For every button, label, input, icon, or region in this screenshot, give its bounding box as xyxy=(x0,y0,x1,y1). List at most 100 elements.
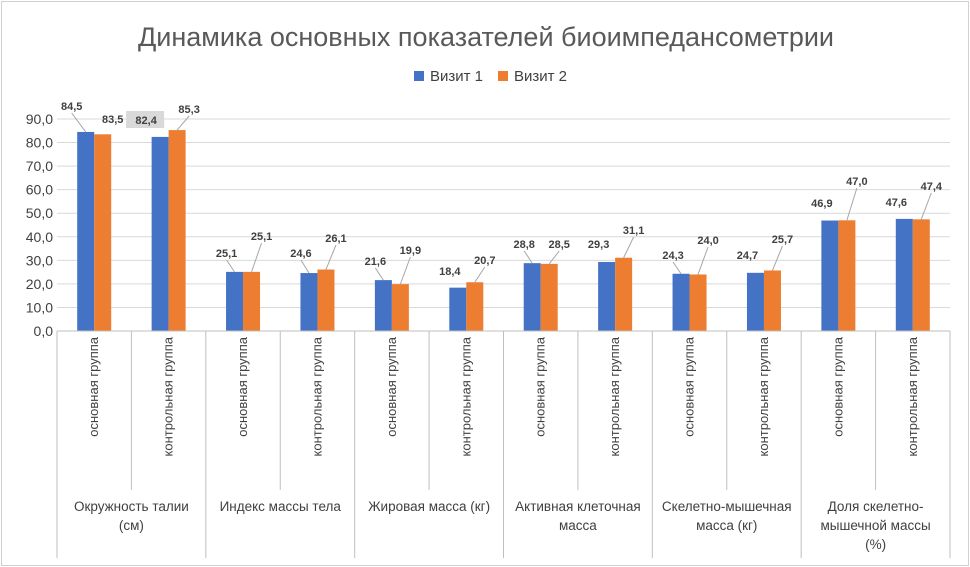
data-label: 19,9 xyxy=(400,245,421,257)
group-label: (%) xyxy=(865,537,886,552)
x-tick-label: основная группа xyxy=(86,336,101,437)
y-tick-label: 60,0 xyxy=(26,182,53,198)
x-tick-label: контрольная группа xyxy=(607,336,622,456)
leader-line xyxy=(325,244,337,270)
leader-line xyxy=(226,259,235,273)
bar xyxy=(317,269,335,331)
data-label: 28,8 xyxy=(513,239,534,251)
x-tick-label: контрольная группа xyxy=(756,336,771,456)
leader-line xyxy=(697,246,709,275)
y-tick-label: 50,0 xyxy=(26,205,53,221)
y-tick-label: 10,0 xyxy=(26,299,53,315)
y-tick-label: 30,0 xyxy=(26,252,53,268)
legend: Визит 1 Визит 2 xyxy=(414,68,567,85)
legend-swatch xyxy=(498,71,508,81)
bars xyxy=(77,130,930,331)
leader-line xyxy=(374,267,384,281)
data-label: 25,7 xyxy=(772,234,793,246)
bar xyxy=(168,130,186,331)
leader-line xyxy=(251,242,263,273)
data-label: 25,1 xyxy=(216,248,237,260)
leader-line xyxy=(771,245,783,271)
leader-line xyxy=(300,259,310,274)
y-axis-ticks: 0,0 10,0 20,0 30,0 40,0 50,0 60,0 70,0 80,0 90,0 xyxy=(26,111,53,339)
data-label: 20,7 xyxy=(474,255,495,267)
bar xyxy=(746,272,764,331)
x-axis: основная группа контрольная группа основна… xyxy=(56,330,951,558)
group-label: Доля скелетно- xyxy=(828,499,924,514)
data-label: 24,0 xyxy=(697,235,718,247)
y-tick-label: 40,0 xyxy=(26,229,53,245)
data-label: 46,9 xyxy=(811,198,832,210)
leader-line xyxy=(71,112,87,133)
group-label: Скелетно-мышечная xyxy=(662,499,792,514)
legend-label: Визит 2 xyxy=(514,68,567,85)
bar xyxy=(243,271,261,331)
gridlines xyxy=(57,118,950,332)
bar xyxy=(598,261,616,331)
bar xyxy=(895,218,913,331)
y-tick-label: 80,0 xyxy=(26,135,53,151)
bar xyxy=(838,220,856,331)
bar xyxy=(94,134,112,331)
data-label: 18,4 xyxy=(439,266,461,278)
bar xyxy=(672,273,690,331)
data-labels: 84,5 83,5 82,4 85,3 25,1 25,1 24,6 26,1 21,6 19,9… xyxy=(61,101,943,278)
data-label: 28,5 xyxy=(548,239,569,251)
data-label-highlight xyxy=(126,111,165,128)
bar xyxy=(300,273,318,331)
x-tick-label: основная группа xyxy=(682,336,697,437)
data-label: 47,0 xyxy=(846,176,867,188)
data-label: 82,4 xyxy=(135,115,157,127)
leader-line xyxy=(399,256,411,285)
data-label: 26,1 xyxy=(325,233,346,245)
bar xyxy=(466,282,484,331)
y-tick-label: 70,0 xyxy=(26,158,53,174)
group-label: (см) xyxy=(119,518,144,533)
leader-line xyxy=(672,261,682,275)
bar xyxy=(912,219,930,331)
x-tick-label: контрольная группа xyxy=(161,336,176,456)
x-tick-label: основная группа xyxy=(830,336,845,437)
data-label: 47,6 xyxy=(886,197,907,209)
x-tick-label: основная группа xyxy=(533,336,548,437)
group-label: масса (кг) xyxy=(696,518,757,533)
x-tick-label: основная группа xyxy=(384,336,399,437)
data-label: 29,3 xyxy=(588,239,609,251)
x-tick-label: основная группа xyxy=(235,336,250,437)
group-label: Окружность талии xyxy=(74,499,189,514)
y-tick-label: 20,0 xyxy=(26,276,53,292)
group-label: Индекс массы тела xyxy=(220,499,342,514)
leader-line xyxy=(920,192,932,220)
bar xyxy=(540,263,558,331)
chart-title: Динамика основных показателей биоимпедан… xyxy=(138,22,834,52)
y-tick-label: 0,0 xyxy=(34,323,54,339)
leader-line xyxy=(548,250,560,265)
data-label: 85,3 xyxy=(178,104,199,116)
y-tick-label: 90,0 xyxy=(26,111,53,127)
bar xyxy=(821,220,839,331)
data-label: 47,4 xyxy=(921,181,943,193)
data-label: 24,7 xyxy=(737,250,758,262)
bar xyxy=(615,257,633,331)
group-label: масса xyxy=(559,518,597,533)
leader-line xyxy=(474,266,486,283)
data-label: 83,5 xyxy=(102,114,123,126)
x-tick-label: контрольная группа xyxy=(309,336,324,456)
data-label: 24,3 xyxy=(662,250,683,262)
data-label: 84,5 xyxy=(61,101,82,113)
group-label: мышечной массы xyxy=(821,518,931,533)
data-label: 25,1 xyxy=(251,231,272,243)
leader-line xyxy=(846,187,858,221)
group-label: Жировая масса (кг) xyxy=(368,499,490,514)
bar xyxy=(77,131,95,331)
bar xyxy=(523,263,541,331)
data-label: 21,6 xyxy=(365,256,386,268)
legend-label: Визит 1 xyxy=(430,68,483,85)
bar xyxy=(763,270,781,331)
bar xyxy=(391,284,409,331)
data-label: 24,6 xyxy=(290,248,311,260)
x-tick-label: контрольная группа xyxy=(905,336,920,456)
